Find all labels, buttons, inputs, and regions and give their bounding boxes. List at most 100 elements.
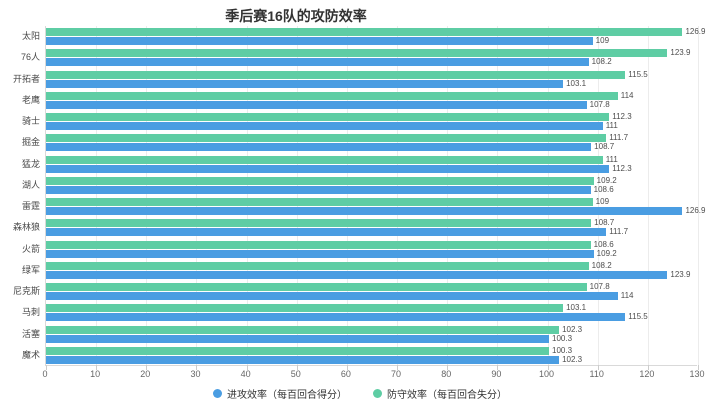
offense-bar[interactable] bbox=[46, 228, 607, 237]
value-label: 100.3 bbox=[552, 333, 573, 343]
gridline bbox=[447, 26, 449, 365]
x-axis-tickmark bbox=[497, 365, 499, 370]
y-axis-label: 开拓者 bbox=[12, 73, 40, 84]
offense-bar[interactable] bbox=[46, 270, 668, 279]
value-label: 115.5 bbox=[628, 69, 648, 79]
gridline bbox=[597, 26, 599, 365]
x-axis-tickmark bbox=[547, 365, 549, 370]
offense-bar[interactable] bbox=[46, 37, 593, 45]
legend: 进攻效率（每百回合得分） 防守效率（每百回合失分） bbox=[0, 386, 720, 401]
defense-bar[interactable] bbox=[46, 346, 550, 355]
defense-bar[interactable] bbox=[46, 240, 591, 249]
x-axis-label: 90 bbox=[491, 369, 502, 379]
x-axis-tickmark bbox=[647, 365, 649, 370]
value-label: 126.9 bbox=[685, 206, 706, 215]
x-axis-tickmark bbox=[146, 365, 148, 370]
defense-bar[interactable] bbox=[46, 134, 607, 143]
value-label: 115.5 bbox=[628, 312, 648, 322]
offense-legend-marker bbox=[213, 389, 222, 398]
gridline bbox=[296, 26, 298, 365]
x-axis-tickmark bbox=[346, 365, 348, 370]
x-axis-tickmark bbox=[447, 365, 449, 370]
offense-bar[interactable] bbox=[46, 79, 564, 88]
defense-bar[interactable] bbox=[46, 283, 587, 291]
offense-bar[interactable] bbox=[46, 122, 603, 130]
value-label: 103.1 bbox=[566, 303, 587, 313]
offense-bar[interactable] bbox=[46, 207, 683, 215]
x-axis-tickmark bbox=[296, 365, 298, 370]
y-axis: 太阳 76人 开拓者 老鹰 骑士 掘金 猛龙 湖人 雷霆 森林狼 火箭 绿军 尼克斯 马刺 活塞 魔术 bbox=[0, 26, 40, 366]
defense-bar[interactable] bbox=[46, 49, 668, 58]
gridline bbox=[497, 26, 499, 365]
value-label: 111 bbox=[605, 154, 618, 164]
gridline bbox=[547, 26, 549, 365]
gridline bbox=[647, 26, 649, 365]
value-label: 123.9 bbox=[670, 269, 691, 279]
offense-bar[interactable] bbox=[46, 292, 618, 300]
value-label: 108.7 bbox=[594, 142, 615, 152]
value-label: 111.7 bbox=[609, 133, 629, 143]
value-label: 107.8 bbox=[589, 282, 610, 291]
value-label: 102.3 bbox=[562, 354, 583, 364]
offense-bar[interactable] bbox=[46, 355, 560, 364]
value-label: 108.6 bbox=[593, 184, 614, 194]
value-label: 108.6 bbox=[593, 239, 614, 249]
value-label: 123.9 bbox=[670, 48, 691, 58]
y-axis-label: 骑士 bbox=[21, 116, 40, 126]
x-axis-label: 120 bbox=[639, 369, 655, 379]
legend-item-defense[interactable]: 防守效率（每百回合失分） bbox=[373, 386, 507, 401]
gridline bbox=[146, 26, 148, 365]
x-axis-label: 100 bbox=[539, 369, 555, 379]
defense-bar[interactable] bbox=[46, 325, 560, 334]
y-axis-label: 活塞 bbox=[21, 328, 40, 339]
offense-bar[interactable] bbox=[46, 100, 587, 109]
offense-legend-label: 进攻效率（每百回合得分） bbox=[227, 390, 347, 401]
value-label: 126.9 bbox=[685, 27, 706, 36]
value-label: 111 bbox=[605, 121, 618, 130]
plot-area: 126.9 109 123.9 108.2 115.5 103.1 114 107.8 112.… bbox=[45, 26, 705, 370]
defense-bar[interactable] bbox=[46, 155, 603, 164]
value-label: 109.2 bbox=[596, 175, 617, 185]
y-axis-label: 尼克斯 bbox=[12, 286, 40, 296]
value-label: 108.7 bbox=[594, 218, 615, 228]
value-label: 112.3 bbox=[612, 112, 632, 121]
gridline bbox=[698, 26, 699, 365]
value-label: 107.8 bbox=[589, 99, 610, 109]
x-axis-tickmark bbox=[196, 365, 198, 370]
y-axis-label: 76人 bbox=[20, 52, 40, 63]
offense-bar[interactable] bbox=[46, 313, 626, 322]
offense-bar[interactable] bbox=[46, 58, 589, 67]
defense-bar[interactable] bbox=[46, 70, 626, 79]
defense-bar[interactable] bbox=[46, 28, 683, 36]
offense-bar[interactable] bbox=[46, 143, 592, 152]
y-axis-label: 猛龙 bbox=[21, 158, 40, 169]
offense-bar[interactable] bbox=[46, 249, 594, 258]
defense-bar[interactable] bbox=[46, 304, 564, 313]
defense-bar[interactable] bbox=[46, 113, 610, 121]
offense-bar[interactable] bbox=[46, 334, 550, 343]
gridline bbox=[346, 26, 348, 365]
offense-bar[interactable] bbox=[46, 185, 591, 194]
defense-bar[interactable] bbox=[46, 261, 589, 270]
offense-bar[interactable] bbox=[46, 164, 610, 173]
y-axis-label: 掘金 bbox=[21, 137, 40, 148]
x-axis-tickmark bbox=[698, 365, 699, 370]
value-label: 109 bbox=[595, 197, 610, 206]
defense-bar[interactable] bbox=[46, 176, 594, 185]
gridline bbox=[397, 26, 399, 365]
gridline bbox=[196, 26, 198, 365]
x-axis-label: 110 bbox=[589, 369, 604, 379]
defense-bar[interactable] bbox=[46, 198, 593, 206]
x-axis-label: 20 bbox=[140, 369, 151, 379]
defense-bar[interactable] bbox=[46, 219, 592, 228]
value-label: 109.2 bbox=[596, 248, 617, 258]
x-axis-label: 130 bbox=[689, 369, 705, 379]
x-axis-tickmark bbox=[46, 365, 47, 370]
defense-bar[interactable] bbox=[46, 91, 618, 100]
y-axis-label: 绿军 bbox=[21, 264, 40, 275]
y-axis-label: 魔术 bbox=[21, 349, 40, 360]
legend-item-offense[interactable]: 进攻效率（每百回合得分） bbox=[213, 386, 347, 401]
x-axis-tickmark bbox=[246, 365, 248, 370]
y-axis-label: 雷霆 bbox=[21, 201, 40, 211]
